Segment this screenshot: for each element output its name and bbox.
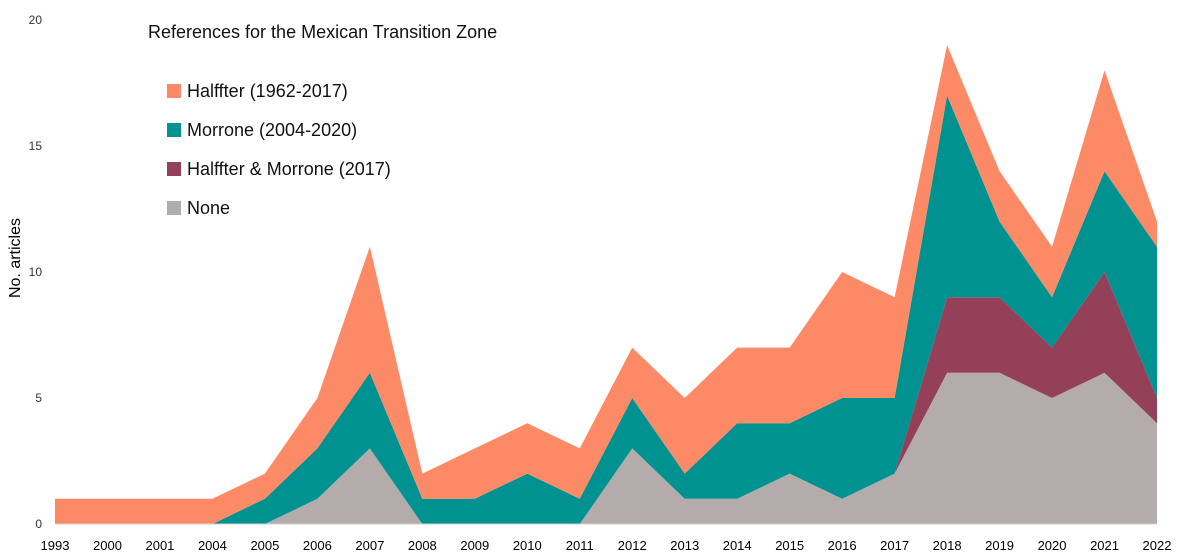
x-tick-label: 2006 — [303, 538, 332, 553]
x-tick-label: 2021 — [1090, 538, 1119, 553]
y-tick-label: 0 — [35, 517, 42, 531]
legend-swatch-halffter-1962-2017 — [167, 84, 181, 98]
x-tick-label: 2000 — [93, 538, 122, 553]
area-morrone-2004-2020 — [55, 95, 1157, 524]
x-tick-label: 2004 — [198, 538, 227, 553]
legend: Halffter (1962-2017) Morrone (2004-2020) H… — [167, 81, 391, 218]
legend-swatch-none — [167, 201, 181, 215]
legend-swatch-halffter-morrone-2017 — [167, 162, 181, 176]
x-tick-label: 2022 — [1143, 538, 1172, 553]
y-tick-label: 15 — [29, 139, 43, 153]
legend-label-morrone-2004-2020: Morrone (2004-2020) — [187, 120, 357, 140]
y-axis-label: No. articles — [7, 218, 24, 298]
x-tick-label: 2015 — [775, 538, 804, 553]
area-none — [55, 372, 1157, 524]
x-tick-label: 1993 — [41, 538, 70, 553]
y-tick-labels: 0 5 10 15 20 — [29, 13, 43, 531]
x-tick-label: 2001 — [145, 538, 174, 553]
x-tick-label: 2013 — [670, 538, 699, 553]
legend-label-halffter-morrone-2017: Halffter & Morrone (2017) — [187, 159, 391, 179]
chart-title: References for the Mexican Transition Zo… — [148, 22, 497, 42]
x-tick-labels: 1993 2000 2001 2004 2005 2006 2007 2008 2009 2010… — [41, 538, 1172, 553]
x-tick-label: 2009 — [460, 538, 489, 553]
y-tick-label: 5 — [35, 391, 42, 405]
y-tick-label: 20 — [29, 13, 43, 27]
x-tick-label: 2010 — [513, 538, 542, 553]
x-tick-label: 2020 — [1038, 538, 1067, 553]
x-tick-label: 2008 — [408, 538, 437, 553]
x-tick-label: 2017 — [880, 538, 909, 553]
x-tick-label: 2011 — [566, 538, 594, 553]
x-tick-label: 2012 — [618, 538, 647, 553]
legend-label-none: None — [187, 198, 230, 218]
x-tick-label: 2019 — [985, 538, 1014, 553]
x-tick-label: 2014 — [723, 538, 752, 553]
legend-label-halffter-1962-2017: Halffter (1962-2017) — [187, 81, 348, 101]
x-tick-label: 2018 — [933, 538, 962, 553]
x-tick-label: 2005 — [250, 538, 279, 553]
y-tick-label: 10 — [29, 265, 43, 279]
area-halffter-1962-2017 — [55, 45, 1157, 524]
area-series-group — [55, 45, 1157, 524]
x-tick-label: 2007 — [355, 538, 384, 553]
legend-swatch-morrone-2004-2020 — [167, 123, 181, 137]
x-tick-label: 2016 — [828, 538, 857, 553]
